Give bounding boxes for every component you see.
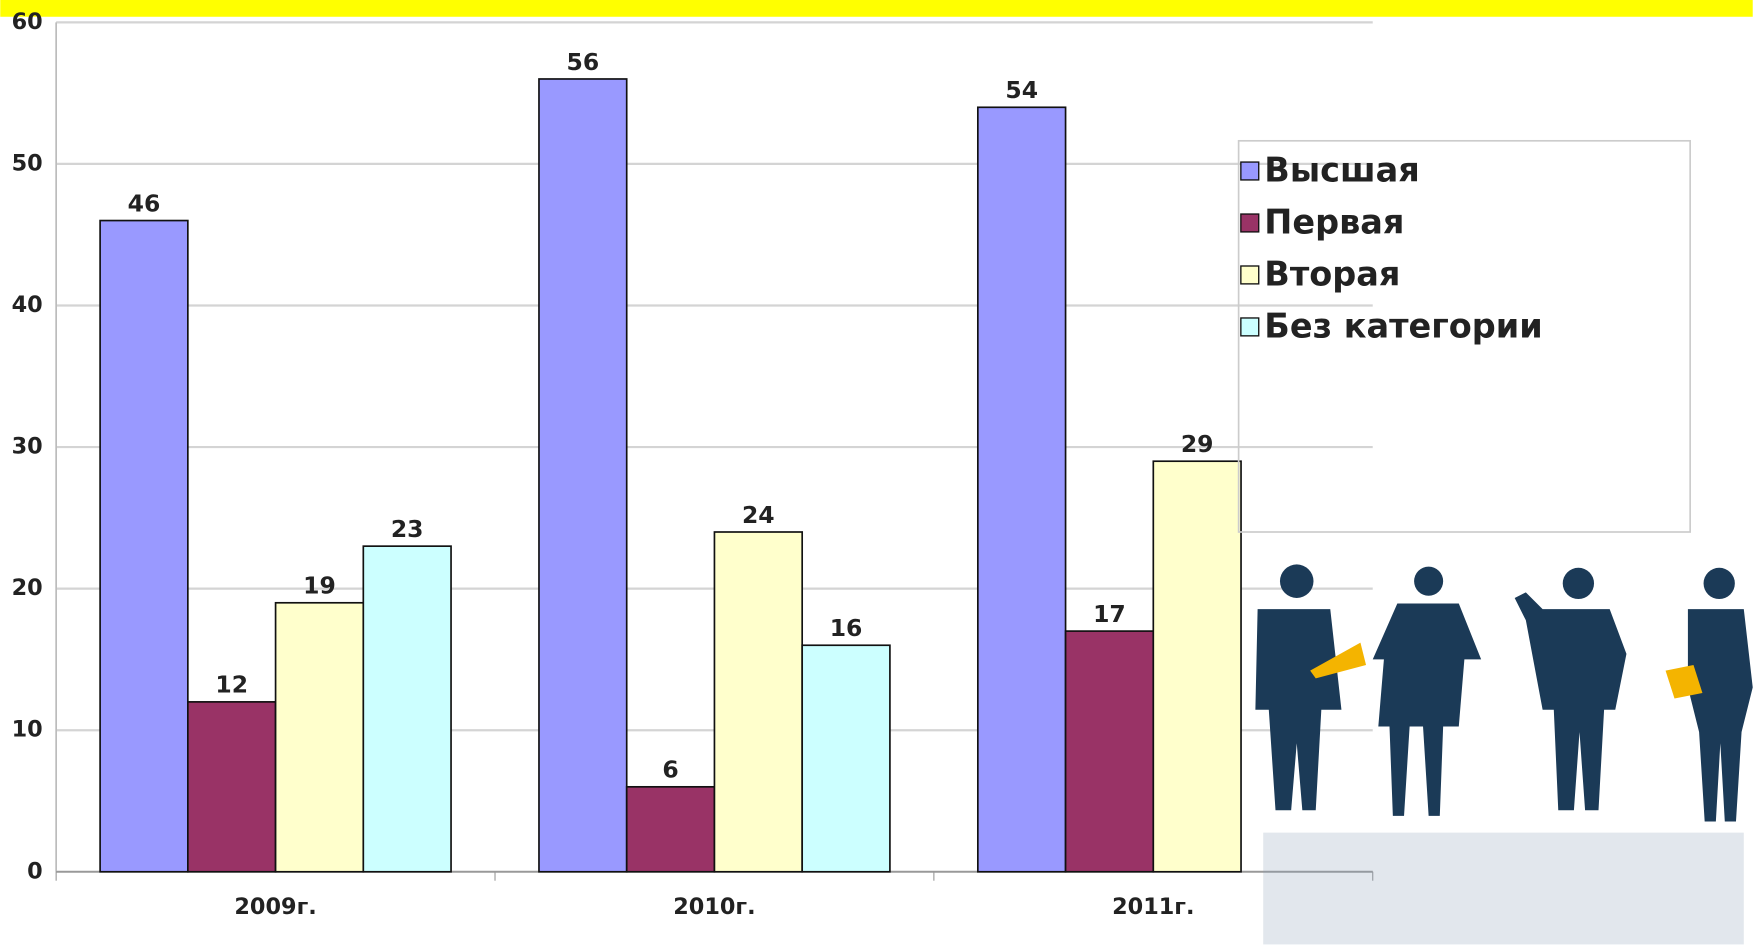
value-label: 17	[1093, 600, 1126, 628]
legend-swatch	[1240, 161, 1260, 181]
value-label: 12	[215, 671, 248, 699]
top-banner	[0, 0, 1753, 17]
bar	[99, 219, 189, 873]
bar	[713, 531, 804, 873]
y-tick-label: 20	[12, 575, 43, 601]
legend-label: Первая	[1264, 203, 1404, 242]
legend-label: Вторая	[1264, 255, 1400, 294]
bar	[625, 785, 716, 873]
bar	[362, 545, 452, 873]
value-label: 19	[303, 572, 336, 600]
bar	[187, 701, 277, 873]
bar	[976, 106, 1067, 873]
legend-swatch	[1240, 317, 1260, 337]
people-illustration	[1255, 564, 1753, 945]
value-label: 56	[567, 48, 600, 76]
bar	[274, 601, 365, 873]
value-label: 16	[830, 614, 863, 642]
value-label: 24	[742, 501, 775, 529]
legend-label: Без категории	[1264, 307, 1542, 346]
x-tick-label: 2009г.	[234, 894, 316, 920]
y-tick-label: 0	[27, 858, 43, 884]
y-tick-label: 50	[12, 150, 43, 176]
legend-swatch	[1240, 213, 1260, 233]
legend-swatch	[1240, 265, 1260, 285]
y-tick-label: 10	[12, 717, 43, 743]
value-label: 29	[1181, 430, 1214, 458]
bar	[1064, 630, 1155, 873]
legend-label: Высшая	[1264, 151, 1419, 190]
y-tick-label: 40	[12, 292, 43, 318]
value-label: 6	[662, 756, 678, 784]
x-tick-label: 2010г.	[673, 894, 755, 920]
value-label: 23	[391, 515, 424, 543]
value-label: 54	[1005, 76, 1038, 104]
x-tick-label: 2011г.	[1112, 894, 1194, 920]
bar	[1152, 460, 1242, 873]
legend-box	[1237, 139, 1691, 533]
y-tick-label: 60	[12, 9, 43, 35]
bar	[538, 78, 628, 873]
value-label: 46	[128, 189, 161, 217]
y-tick-label: 30	[12, 434, 43, 460]
bar	[801, 644, 891, 873]
